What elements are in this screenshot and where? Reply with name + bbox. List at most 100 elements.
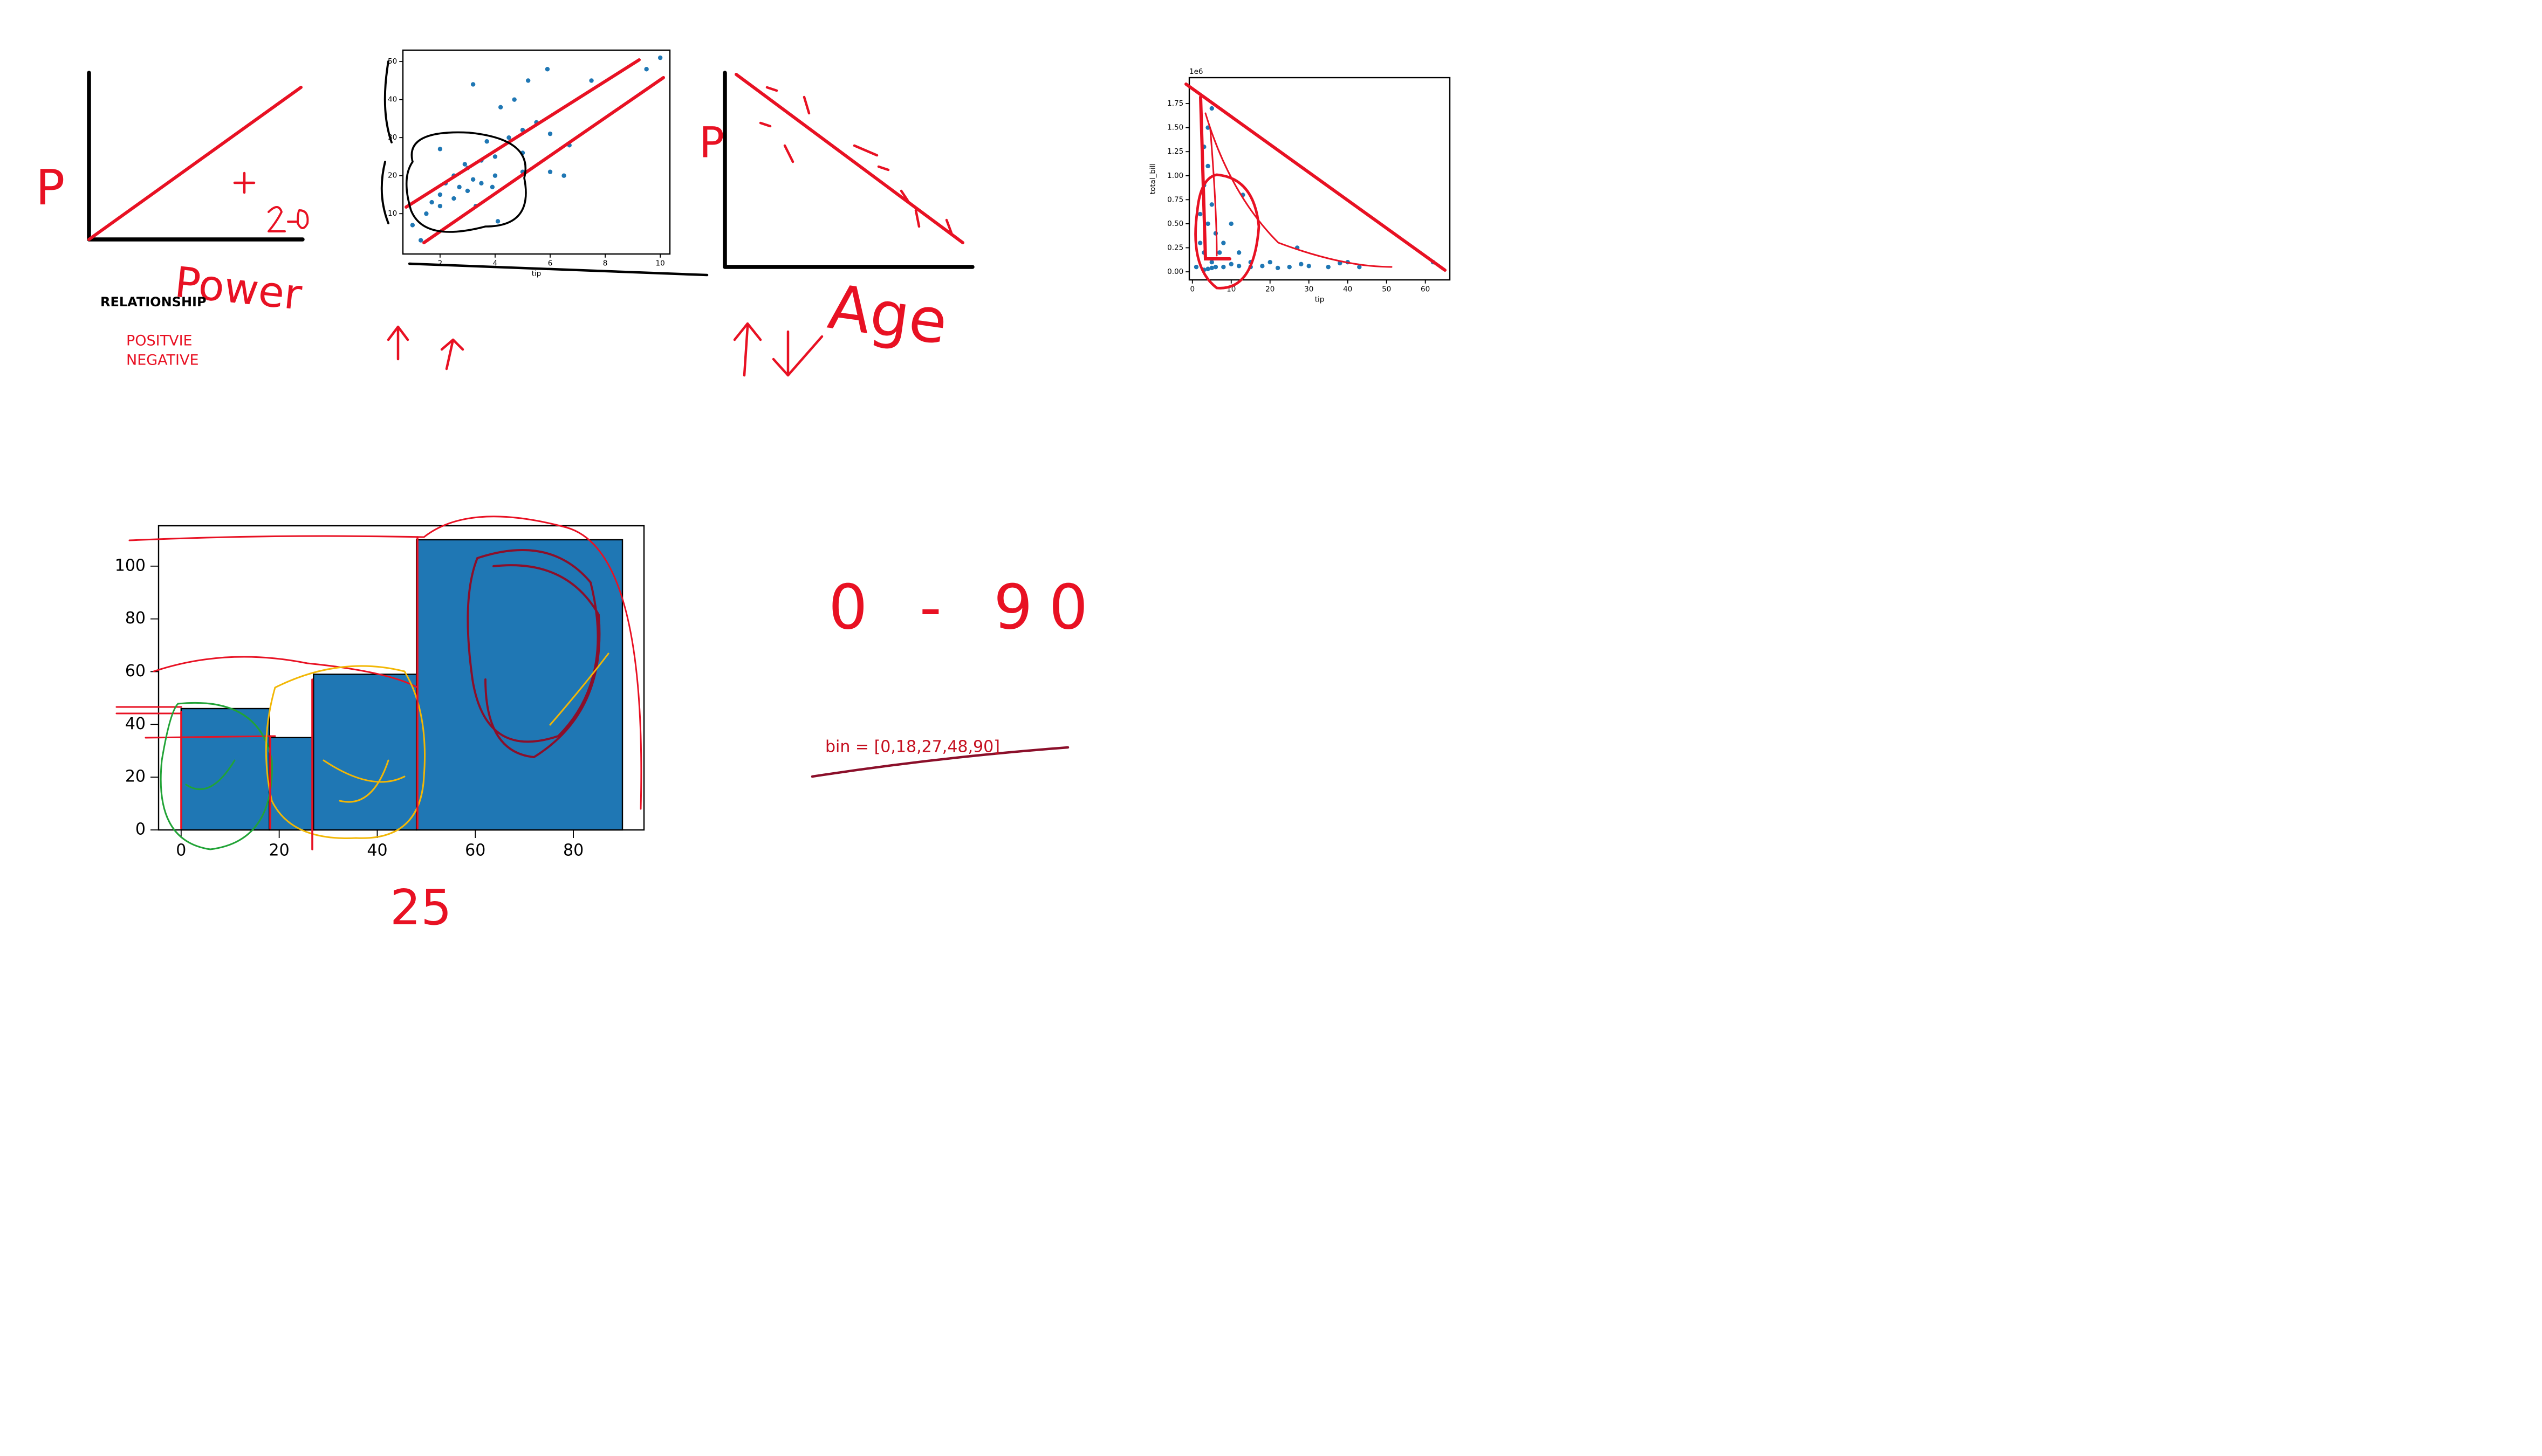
y-tick-label: 40 <box>125 715 146 733</box>
point <box>484 139 489 144</box>
y-tick-label: 40 <box>388 95 397 104</box>
point <box>561 173 566 178</box>
point <box>1306 264 1311 269</box>
x-tick-label: 20 <box>269 841 290 860</box>
annotation-stroke <box>1204 112 1393 268</box>
annotation-stroke <box>265 665 426 839</box>
point <box>437 203 443 209</box>
y-tick-label: 0.50 <box>1167 219 1183 228</box>
y-tick-label: 30 <box>388 133 397 142</box>
annotation-stroke <box>467 549 601 759</box>
bar <box>269 737 314 831</box>
x-tick-label: 50 <box>1382 285 1391 294</box>
point <box>1205 266 1210 271</box>
point <box>1326 264 1331 270</box>
point <box>490 184 495 190</box>
y-tick-label: 20 <box>125 767 146 786</box>
point <box>1236 250 1242 255</box>
point <box>1229 262 1234 266</box>
x-tick-label: 0 <box>176 841 186 860</box>
point <box>462 162 468 167</box>
chart: 2 4 6 8 10 10 20 30 40 50 tip <box>388 49 671 278</box>
x-tick-label: 2 <box>438 259 443 268</box>
point <box>492 173 498 178</box>
point <box>512 97 517 102</box>
point <box>644 67 649 72</box>
point <box>1229 221 1234 226</box>
annotation-stroke <box>549 653 609 726</box>
chart: 0 20 40 60 80 0 20 40 60 80 100 <box>115 525 645 860</box>
point <box>465 188 470 194</box>
point <box>1236 264 1242 269</box>
y-tick-label: 1.50 <box>1167 123 1183 132</box>
point <box>437 147 443 152</box>
handwriting: 25 <box>390 880 452 936</box>
x-tick-label: 8 <box>603 259 608 268</box>
point <box>1287 264 1292 270</box>
point <box>1209 265 1214 271</box>
notes-title: RELATIONSHIP <box>100 294 207 310</box>
x-tick-label: 0 <box>1190 285 1195 294</box>
handwriting: 0 - 90 <box>828 571 1104 643</box>
bar <box>415 539 623 831</box>
point <box>1260 264 1265 269</box>
point <box>1213 264 1218 270</box>
notes-item: NEGATIVE <box>126 352 199 369</box>
point <box>1205 163 1210 169</box>
y-tick-label: 0.00 <box>1167 267 1183 276</box>
handwriting: Age <box>824 271 952 358</box>
annotation-stroke <box>115 516 642 810</box>
bar <box>313 674 417 831</box>
point <box>1221 241 1226 245</box>
point <box>479 181 484 186</box>
x-axis-label: tip <box>1315 295 1325 304</box>
y-tick-label: 0.75 <box>1167 195 1183 204</box>
point <box>1209 202 1214 207</box>
point <box>547 131 553 136</box>
y-tick-label: 1.00 <box>1167 171 1183 180</box>
point <box>418 238 423 243</box>
x-tick-label: 30 <box>1304 285 1313 294</box>
x-axis-label: tip <box>532 269 542 278</box>
handwriting: P <box>699 119 724 167</box>
y-tick-label: 1.75 <box>1167 99 1183 108</box>
point <box>1197 241 1203 245</box>
point <box>437 192 443 197</box>
y-tick-label: 10 <box>388 209 397 218</box>
point <box>492 154 498 159</box>
point <box>1299 262 1304 266</box>
annotation-stroke <box>160 702 273 850</box>
annotation-stroke <box>1194 173 1260 290</box>
point <box>1209 260 1214 265</box>
bin-note: bin = [0,18,27,48,90] <box>825 738 1000 757</box>
point <box>470 82 476 87</box>
x-tick-label: 6 <box>548 259 553 268</box>
chart-frame <box>402 49 671 255</box>
point <box>470 177 476 182</box>
point <box>506 135 511 140</box>
point <box>410 223 415 228</box>
x-tick-label: 40 <box>367 841 387 860</box>
point <box>1267 260 1272 265</box>
point <box>451 196 456 201</box>
y-tick-label: 50 <box>388 57 397 66</box>
x-tick-label: 60 <box>1421 285 1430 294</box>
y-axis-label: total_bill <box>1149 163 1157 194</box>
point <box>1197 211 1203 217</box>
y-tick-label: 1.25 <box>1167 147 1183 156</box>
annotation-stroke <box>1184 83 1447 272</box>
point <box>429 200 434 205</box>
point <box>589 78 594 83</box>
y-tick-label: 20 <box>388 171 397 180</box>
y-tick-label: 100 <box>115 556 146 575</box>
bar <box>180 708 270 831</box>
point <box>545 67 550 72</box>
y-tick-label: 60 <box>125 662 146 681</box>
annotation-stroke <box>405 131 527 233</box>
x-tick-label: 10 <box>656 259 665 268</box>
x-tick-label: 40 <box>1343 285 1352 294</box>
y-tick-label: 80 <box>125 609 146 628</box>
point <box>525 78 531 83</box>
sketch-axes <box>87 60 1070 778</box>
